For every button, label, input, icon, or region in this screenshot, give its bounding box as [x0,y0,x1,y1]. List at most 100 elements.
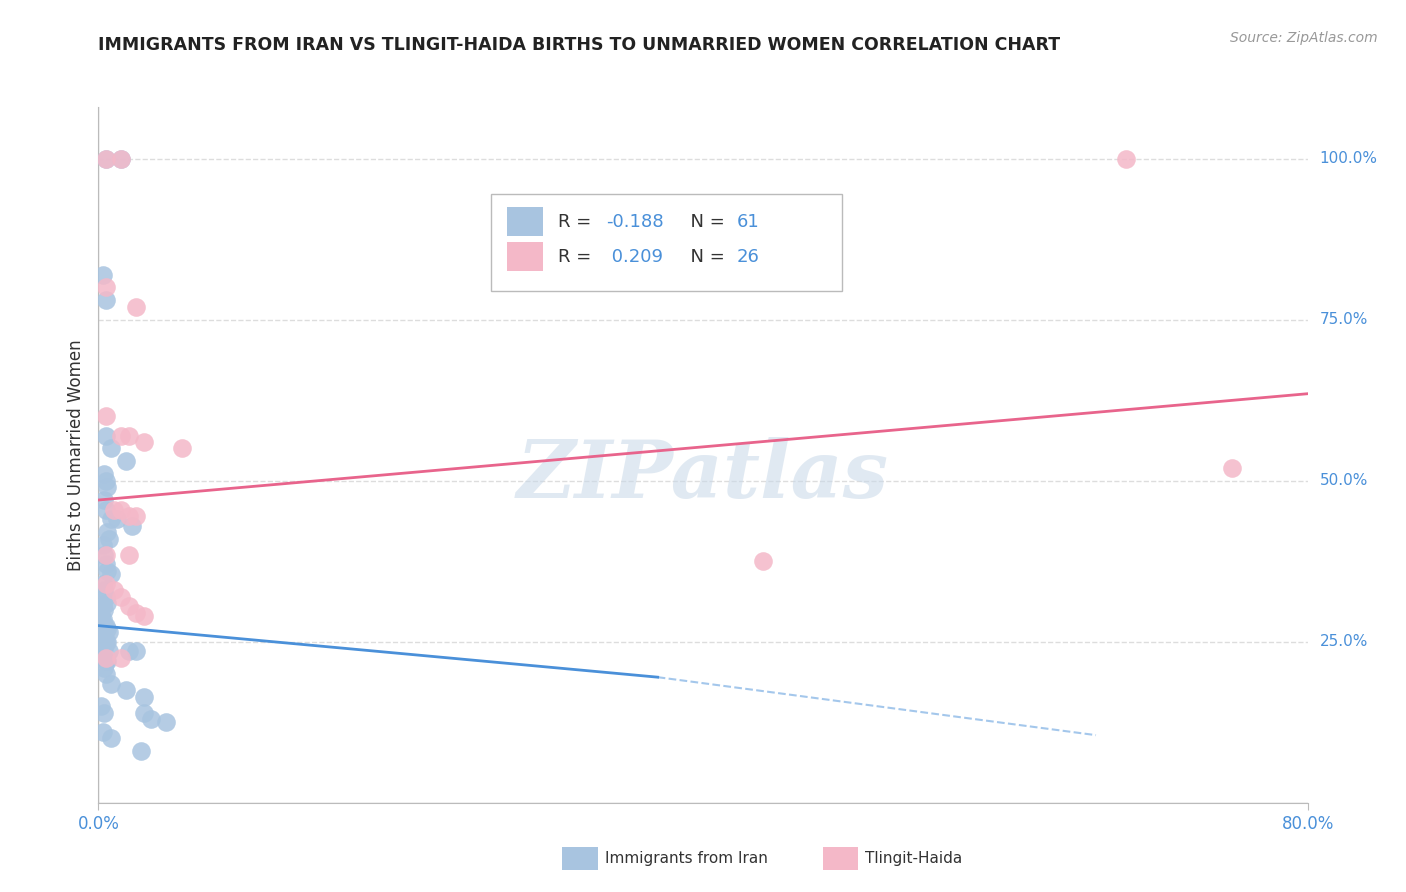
Point [110,502,132,516]
Point [98,625,121,640]
Point [141,712,163,726]
Point [91,576,114,591]
Point [118,644,141,658]
Point [94,548,117,562]
Point [91,268,114,282]
Point [91,632,114,646]
Point [90,651,112,665]
Point [94,634,117,648]
Point [125,509,148,524]
Point [90,699,112,714]
Bar [508,242,543,271]
Text: Immigrants from Iran: Immigrants from Iran [605,852,768,866]
Point [170,442,193,456]
Point [94,409,117,424]
Point [94,152,117,166]
Point [94,502,117,516]
Point [110,152,132,166]
Point [93,641,115,656]
Point [132,690,155,704]
Text: 25.0%: 25.0% [1320,634,1368,649]
Point [121,518,143,533]
Point [91,725,114,739]
Point [93,467,115,482]
Point [132,609,155,624]
Point [100,676,122,690]
Point [94,651,117,665]
Point [94,152,117,166]
Point [129,744,152,758]
Point [1115,152,1137,166]
Point [100,567,122,582]
Text: Tlingit-Haida: Tlingit-Haida [865,852,962,866]
Text: ZIPatlas: ZIPatlas [517,437,889,515]
Point [94,654,117,668]
Point [103,583,125,598]
Point [94,590,117,604]
Point [96,634,118,648]
Text: IMMIGRANTS FROM IRAN VS TLINGIT-HAIDA BIRTHS TO UNMARRIED WOMEN CORRELATION CHAR: IMMIGRANTS FROM IRAN VS TLINGIT-HAIDA BI… [98,36,1060,54]
Point [96,480,118,494]
Point [91,599,114,614]
Point [100,512,122,526]
Point [93,660,115,674]
Point [110,428,132,442]
Text: N =: N = [679,248,730,266]
Point [94,558,117,572]
Point [94,428,117,442]
Text: 75.0%: 75.0% [1320,312,1368,327]
Point [94,280,117,294]
Point [90,628,112,642]
Text: N =: N = [679,213,730,231]
Point [93,618,115,632]
Point [114,683,136,698]
Point [93,632,115,646]
Point [110,651,132,665]
Point [114,454,136,468]
Point [155,715,177,730]
Point [132,706,155,720]
Point [96,564,118,578]
Text: -0.188: -0.188 [606,213,664,231]
Text: R =: R = [558,213,598,231]
Point [125,606,148,620]
Point [103,502,125,516]
Point [94,618,117,632]
Point [1220,460,1243,475]
Text: 100.0%: 100.0% [1320,151,1378,166]
Point [91,538,114,552]
Point [105,512,128,526]
Text: Source: ZipAtlas.com: Source: ZipAtlas.com [1230,30,1378,45]
Text: 61: 61 [737,213,759,231]
Text: R =: R = [558,248,598,266]
Point [125,644,148,658]
Point [132,435,155,450]
Point [96,596,118,610]
Point [752,554,775,568]
Point [93,548,115,562]
Text: 0.209: 0.209 [606,248,664,266]
Point [91,638,114,652]
Text: 50.0%: 50.0% [1320,473,1368,488]
Point [98,532,121,546]
Point [90,609,112,624]
Point [93,706,115,720]
Point [118,548,141,562]
Point [96,654,118,668]
Point [98,644,121,658]
Point [94,667,117,681]
Point [93,602,115,616]
Point [94,474,117,488]
FancyBboxPatch shape [492,194,842,292]
Point [110,152,132,166]
Point [110,590,132,604]
Point [96,525,118,540]
Bar [508,207,543,236]
Point [100,442,122,456]
Point [118,509,141,524]
Text: 26: 26 [737,248,759,266]
Y-axis label: Births to Unmarried Women: Births to Unmarried Women [66,339,84,571]
Point [118,428,141,442]
Point [125,300,148,314]
Point [94,576,117,591]
